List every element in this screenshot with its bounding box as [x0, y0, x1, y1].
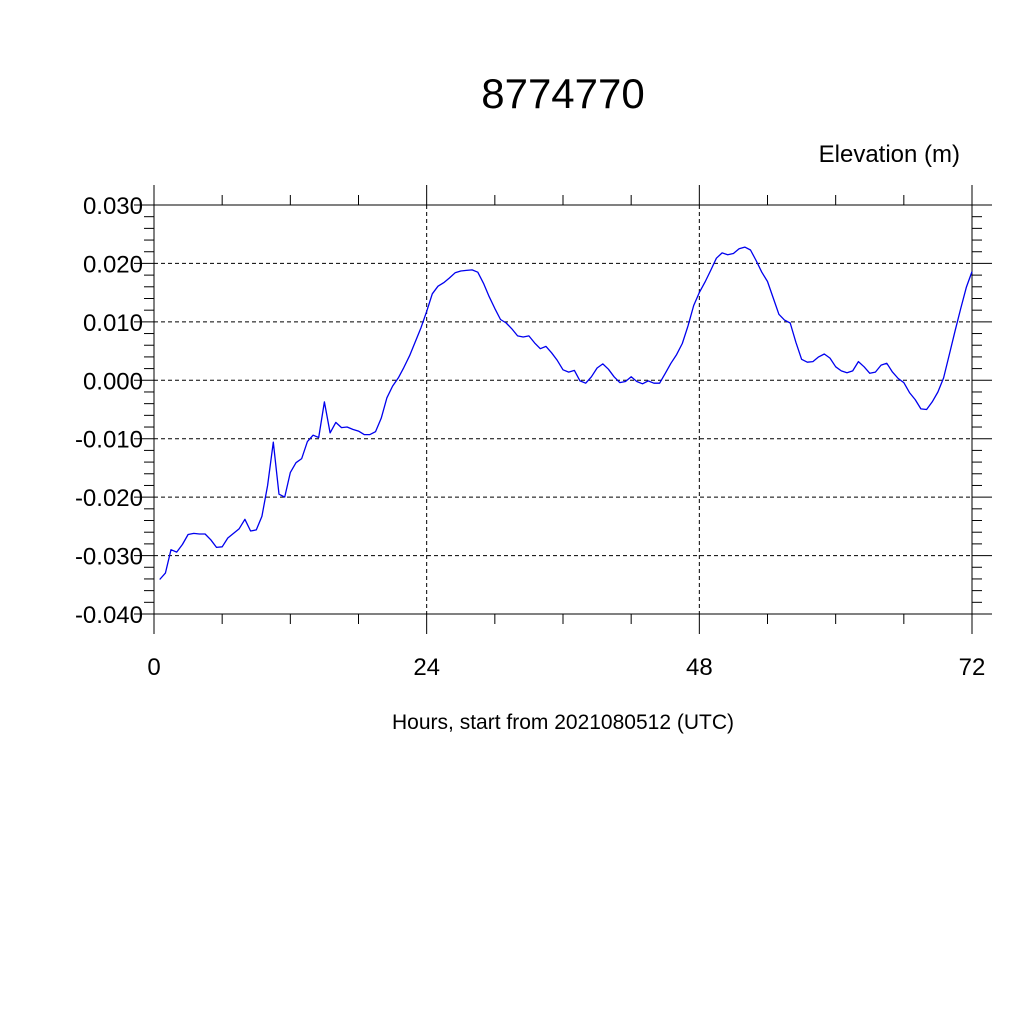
data-series — [159, 246, 973, 580]
chart-title: 8774770 — [481, 70, 645, 117]
elevation-series-line — [159, 246, 973, 580]
units-label: Elevation (m) — [819, 141, 960, 168]
y-tick-label: -0.020 — [75, 485, 143, 512]
y-tick-label: 0.010 — [83, 310, 143, 337]
x-tick-label: 24 — [413, 654, 440, 681]
x-tick-label: 72 — [959, 654, 986, 681]
y-tick-label: 0.030 — [83, 193, 143, 220]
y-tick-label: -0.030 — [75, 544, 143, 571]
y-tick-label: -0.040 — [75, 602, 143, 629]
x-axis-label: Hours, start from 2021080512 (UTC) — [392, 711, 734, 734]
y-tick-label: 0.020 — [83, 251, 143, 278]
y-tick-label: 0.000 — [83, 368, 143, 395]
x-tick-label: 48 — [686, 654, 713, 681]
y-tick-label: -0.010 — [75, 427, 143, 454]
grid-lines — [154, 204, 972, 615]
axes: 0.030 0.020 0.010 0.000 -0.010 -0.020 -0.030 -0… — [75, 185, 992, 681]
x-tick-label: 0 — [147, 654, 160, 681]
